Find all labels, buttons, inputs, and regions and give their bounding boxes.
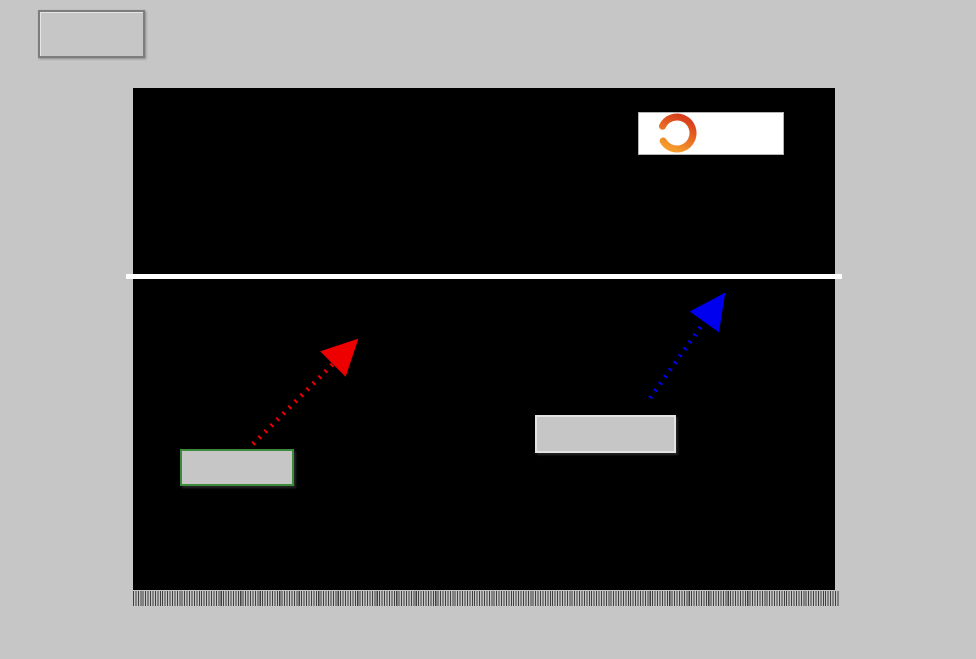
y-axis-title-left (4, 229, 26, 449)
fig-number-box (38, 10, 145, 58)
plot-area (133, 88, 835, 590)
zero-baseline (126, 274, 842, 279)
logo-crescent-icon (657, 113, 697, 153)
full-time-legend-box (180, 449, 294, 486)
y-axis-title-right (940, 215, 962, 435)
part-time-legend-box (535, 415, 676, 453)
steel-market-update-logo (638, 112, 784, 155)
x-axis-month-ticks (133, 591, 839, 606)
